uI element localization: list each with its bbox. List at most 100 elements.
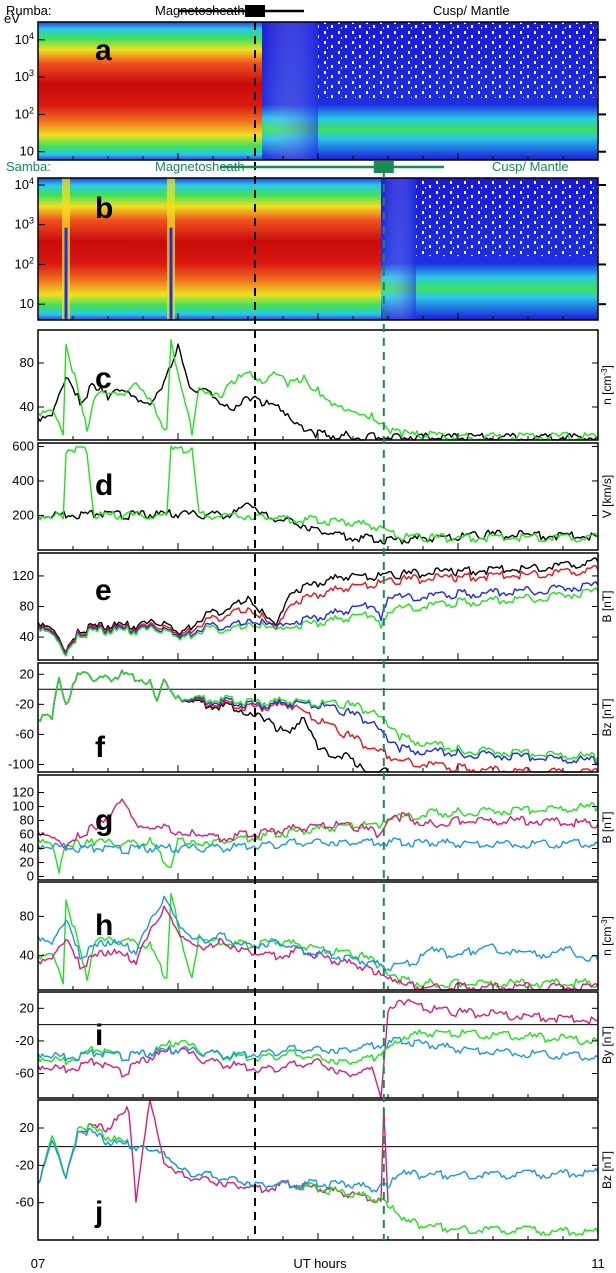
y-tick-label-g-1: 20 — [20, 855, 34, 870]
y-tick-label-f-1: -60 — [15, 726, 34, 741]
panel-frame-f — [37, 662, 599, 773]
y-tick-label-i-2: 20 — [20, 1000, 34, 1015]
x-axis-end-label: 11 — [591, 1256, 605, 1271]
y-tick-label-a-0: 10 — [20, 144, 34, 159]
y-tick-label-g-0: 0 — [27, 869, 34, 884]
panel-frame-e — [37, 552, 599, 661]
series-g-cyan — [37, 837, 599, 855]
panel-j: -60 -20 20 Bz [nT] j — [15, 1099, 614, 1241]
panel-frame-j — [37, 1099, 599, 1241]
panel-letter-d: d — [95, 469, 113, 502]
panel-e: 40 80 120 B [nT] e — [12, 552, 614, 661]
y-tick-label-a-3: 104 — [15, 31, 34, 47]
y-axis-label-c: n [cm-3] — [600, 365, 614, 405]
y-tick-label-j-0: -60 — [15, 1195, 34, 1210]
panel-letter-b: b — [95, 192, 113, 225]
y-tick-label-f-3: 20 — [20, 666, 34, 681]
series-f-green — [37, 669, 599, 762]
panel-b: 10 102 103 104 b — [15, 176, 606, 321]
header-left-region-b: Magnetosheath — [155, 159, 245, 174]
panel-letter-a: a — [95, 34, 112, 67]
series-f-blue — [37, 669, 599, 766]
panel-frame-i — [37, 991, 599, 1099]
panel-frame-h — [37, 881, 599, 991]
y-tick-label-e-0: 40 — [20, 629, 34, 644]
series-d-green — [37, 445, 599, 543]
y-tick-label-b-1: 102 — [15, 255, 34, 271]
y-tick-label-h-0: 40 — [20, 948, 34, 963]
y-tick-label-c-0: 40 — [20, 399, 34, 414]
y-axis-label-a: eV — [4, 11, 20, 26]
header-right-region-b: Cusp/ Mantle — [492, 159, 569, 174]
panel-frame-c — [37, 329, 599, 441]
y-tick-label-g-6: 120 — [12, 785, 34, 800]
header-sat-a: Rumba: — [6, 3, 52, 18]
y-tick-label-f-2: -20 — [15, 696, 34, 711]
y-tick-label-i-1: -20 — [15, 1033, 34, 1048]
panel-letter-j: j — [94, 1196, 103, 1229]
y-tick-label-d-1: 400 — [12, 473, 34, 488]
y-tick-label-i-0: -60 — [15, 1066, 34, 1081]
panel-h: 40 80 n [cm-3] h — [20, 881, 614, 991]
y-tick-label-b-0: 10 — [20, 296, 34, 311]
y-tick-label-e-2: 120 — [12, 568, 34, 583]
y-tick-label-c-1: 80 — [20, 355, 34, 370]
y-axis-label-g: B [nT] — [600, 811, 614, 843]
header-sat-b: Samba: — [6, 159, 51, 174]
series-e-blue — [37, 581, 599, 656]
y-axis-label-d: V [km/s] — [600, 475, 614, 518]
spectrogram-transition — [262, 22, 318, 160]
y-tick-label-d-2: 600 — [12, 438, 34, 453]
x-axis-title: UT hours — [293, 1256, 347, 1271]
y-axis-label-e: B [nT] — [600, 590, 614, 622]
y-tick-label-a-2: 103 — [15, 68, 34, 84]
y-tick-label-g-2: 40 — [20, 841, 34, 856]
series-f-red — [37, 669, 599, 773]
y-axis-label-j: Bz [nT] — [600, 1151, 614, 1189]
series-f-black — [37, 669, 389, 773]
y-tick-label-j-2: 20 — [20, 1120, 34, 1135]
y-tick-label-b-2: 103 — [15, 216, 34, 232]
series-h-magenta — [37, 905, 599, 991]
y-tick-label-a-1: 102 — [15, 105, 34, 121]
series-g-magenta — [37, 798, 599, 850]
series-g-green — [37, 802, 599, 874]
y-axis-label-f: Bz [nT] — [600, 698, 614, 736]
panel-d: 200 400 600 V [km/s] d — [12, 438, 614, 551]
y-tick-label-f-0: -100 — [8, 756, 34, 771]
spectrogram-sheath — [38, 178, 416, 320]
panel-f: -100 -60 -20 20 Bz [nT] f — [8, 662, 614, 773]
panel-letter-e: e — [95, 574, 112, 607]
series-e-black — [37, 557, 599, 653]
x-axis-start-label: 07 — [31, 1256, 45, 1271]
series-i-cyan — [37, 1036, 599, 1062]
panel-letter-g: g — [95, 804, 113, 837]
y-tick-label-b-3: 104 — [15, 176, 34, 192]
spectrogram-spike-core-1 — [169, 227, 173, 320]
series-h-green — [37, 892, 599, 989]
series-e-red — [37, 564, 599, 654]
y-tick-label-h-1: 80 — [20, 908, 34, 923]
y-tick-label-g-5: 100 — [12, 799, 34, 814]
panel-c: 40 80 n [cm-3] c — [20, 329, 614, 441]
panel-letter-i: i — [95, 1019, 103, 1052]
spectrogram-noise — [318, 22, 598, 98]
series-e-green — [37, 587, 599, 657]
panel-letter-c: c — [95, 362, 112, 395]
panel-frame-d — [37, 442, 599, 551]
panel-a: 10 102 103 104 eV a — [4, 11, 606, 161]
header-right-region-a: Cusp/ Mantle — [433, 3, 510, 18]
y-axis-label-i: By [nT] — [600, 1026, 614, 1064]
spectrogram-transition — [381, 178, 416, 320]
panel-letter-h: h — [95, 909, 113, 942]
panel-letter-f: f — [95, 731, 106, 764]
series-j-cyan — [37, 1127, 599, 1193]
y-tick-label-g-4: 80 — [20, 813, 34, 828]
series-j-green — [37, 1123, 599, 1237]
y-tick-label-j-1: -20 — [15, 1157, 34, 1172]
header-marker-block-b — [373, 161, 394, 173]
y-tick-label-e-1: 80 — [20, 599, 34, 614]
panel-i: -60 -20 20 By [nT] i — [15, 991, 614, 1099]
